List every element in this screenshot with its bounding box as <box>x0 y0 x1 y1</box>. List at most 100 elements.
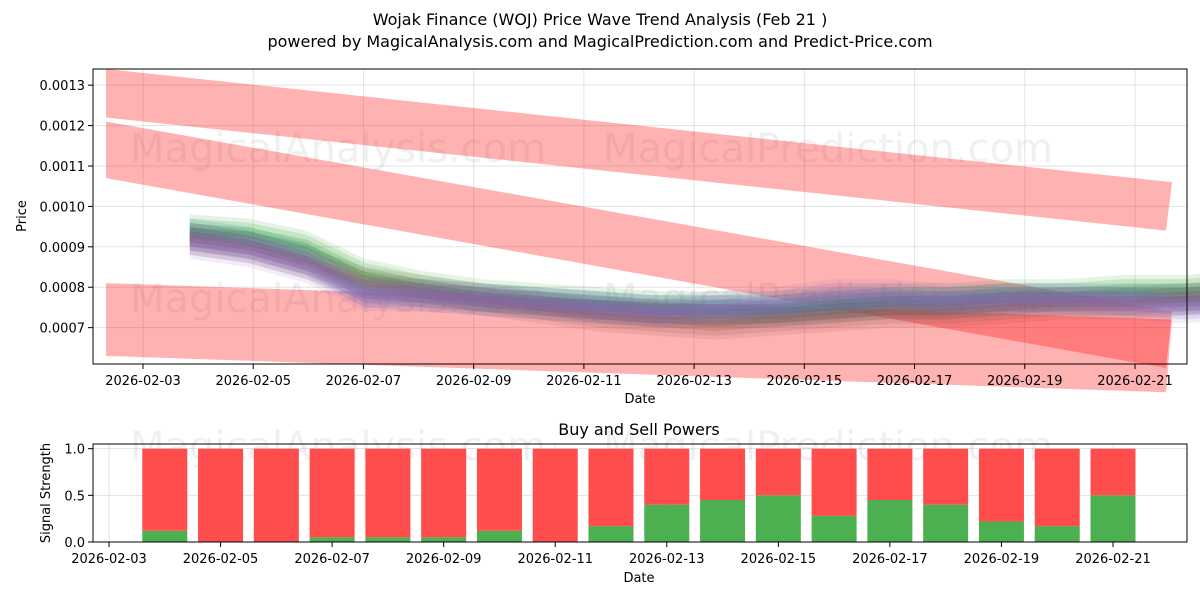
price-watermark-analysis: MagicalAnalysis.com <box>130 126 546 172</box>
buy-power-bar <box>309 537 355 542</box>
price-wave-area <box>189 230 1200 324</box>
sell-power-bar <box>198 448 244 542</box>
price-x-tick-label: 2026-02-03 <box>105 374 181 389</box>
sell-power-bar <box>365 448 411 538</box>
price-wave-area <box>189 218 1200 320</box>
sell-power-bar <box>978 448 1024 522</box>
price-x-ticks: 2026-02-03 2026-02-05 2026-02-07 2026-02-09… <box>105 364 1173 389</box>
buy-power-bar <box>142 530 188 542</box>
buy-sell-x-tick-label: 2026-02-15 <box>741 552 817 567</box>
price-x-tick-label: 2026-02-21 <box>1097 374 1173 389</box>
buy-sell-x-tick-label: 2026-02-11 <box>517 552 593 567</box>
sell-power-bar <box>923 448 969 505</box>
chart-title: Wojak Finance (WOJ) Price Wave Trend Ana… <box>373 10 828 29</box>
sell-power-bar <box>811 448 857 516</box>
buy-sell-bars <box>142 448 1136 542</box>
buy-sell-y-tick-label: 0.0 <box>64 536 85 551</box>
buy-sell-x-tick-label: 2026-02-21 <box>1075 552 1151 567</box>
sell-power-bar <box>867 448 913 500</box>
price-wave-area <box>189 222 1200 340</box>
price-x-tick-label: 2026-02-17 <box>877 374 953 389</box>
price-y-ticks: 0.0007 0.0008 0.0009 0.0010 0.0011 0.0012 0.00… <box>40 79 93 337</box>
sell-power-bar <box>1090 448 1136 496</box>
price-channel-band <box>106 121 1172 369</box>
buy-power-bar <box>365 537 411 542</box>
price-wave-area <box>189 222 1200 324</box>
price-wave-area <box>189 231 1200 315</box>
chart-subtitle: powered by MagicalAnalysis.com and Magic… <box>267 32 932 51</box>
price-plot-background <box>93 69 1187 364</box>
price-x-tick-label: 2026-02-07 <box>326 374 402 389</box>
price-channel-band <box>106 283 1172 393</box>
price-wave-area <box>189 226 1200 336</box>
buy-sell-x-tick-label: 2026-02-05 <box>183 552 259 567</box>
buy-power-bar <box>811 515 857 542</box>
sell-power-bar <box>755 448 801 496</box>
price-plot: MagicalAnalysis.com MagicalPrediction.co… <box>40 68 1200 393</box>
buy-sell-x-tick-label: 2026-02-07 <box>294 552 370 567</box>
sell-power-bar <box>700 448 746 500</box>
buy-sell-plot: MagicalAnalysis.com MagicalPrediction.co… <box>64 424 1188 567</box>
price-y-tick-label: 0.0007 <box>40 322 86 337</box>
sell-power-bar <box>644 448 690 505</box>
price-y-tick-label: 0.0013 <box>40 79 86 94</box>
sell-power-bar <box>588 448 634 527</box>
buy-power-bar <box>700 500 746 542</box>
price-wave-area <box>189 218 1200 328</box>
price-wave-area <box>189 223 1200 315</box>
buy-power-bar <box>588 526 634 542</box>
buy-sell-y-ticks: 0.0 0.5 1.0 <box>64 443 93 551</box>
price-x-tick-label: 2026-02-09 <box>436 374 512 389</box>
buy-sell-y-tick-label: 1.0 <box>64 443 85 458</box>
price-x-tick-label: 2026-02-19 <box>987 374 1063 389</box>
price-grid <box>93 69 1187 364</box>
price-x-tick-label: 2026-02-13 <box>656 374 732 389</box>
sell-power-bar <box>309 448 355 538</box>
price-x-axis-label: Date <box>624 392 655 407</box>
price-wave-series <box>189 214 1200 340</box>
price-wave-area <box>189 239 1200 315</box>
price-y-tick-label: 0.0009 <box>40 241 86 256</box>
buy-power-bar <box>421 537 467 542</box>
price-x-tick-label: 2026-02-05 <box>215 374 291 389</box>
buy-sell-x-ticks: 2026-02-03 2026-02-05 2026-02-07 2026-02-09… <box>71 542 1151 567</box>
buy-sell-y-axis-label: Signal Strength <box>39 443 54 543</box>
price-wave-area <box>189 227 1200 311</box>
price-watermark-analysis-lower: MagicalAnalysis.com <box>130 276 546 322</box>
buy-power-bar <box>867 500 913 542</box>
price-channel-band <box>106 69 1172 231</box>
price-channel-bands <box>106 69 1172 393</box>
sell-power-bar <box>1034 448 1080 527</box>
price-watermark-prediction: MagicalPrediction.com <box>603 126 1053 172</box>
price-y-tick-label: 0.0011 <box>40 160 86 175</box>
price-wave-area <box>189 226 1200 328</box>
buy-sell-x-tick-label: 2026-02-17 <box>852 552 928 567</box>
price-wave-area <box>189 227 1200 319</box>
buy-sell-y-tick-label: 0.5 <box>64 489 85 504</box>
buy-sell-x-axis-label: Date <box>623 571 654 586</box>
price-y-tick-label: 0.0008 <box>40 281 86 296</box>
price-wave-area <box>189 214 1200 324</box>
buy-sell-x-tick-label: 2026-02-09 <box>406 552 482 567</box>
buy-sell-title: Buy and Sell Powers <box>558 420 720 439</box>
buy-power-bar <box>978 521 1024 542</box>
price-x-tick-label: 2026-02-11 <box>546 374 622 389</box>
sell-power-bar <box>253 448 299 542</box>
buy-sell-x-tick-label: 2026-02-19 <box>964 552 1040 567</box>
price-x-tick-label: 2026-02-15 <box>767 374 843 389</box>
sell-power-bar <box>532 448 578 542</box>
sell-power-bar <box>421 448 467 538</box>
price-y-tick-label: 0.0010 <box>40 200 86 215</box>
buy-sell-x-tick-label: 2026-02-03 <box>71 552 147 567</box>
buy-power-bar <box>476 530 522 542</box>
price-y-axis-label: Price <box>15 200 30 232</box>
price-wave-area <box>189 235 1200 319</box>
buy-power-bar <box>1090 495 1136 542</box>
buy-sell-x-tick-label: 2026-02-13 <box>629 552 705 567</box>
price-wave-area <box>189 231 1200 331</box>
sell-power-bar <box>142 448 188 531</box>
buy-power-bar <box>923 504 969 542</box>
buy-sell-plot-frame <box>92 443 1188 543</box>
sell-power-bar <box>476 448 522 531</box>
